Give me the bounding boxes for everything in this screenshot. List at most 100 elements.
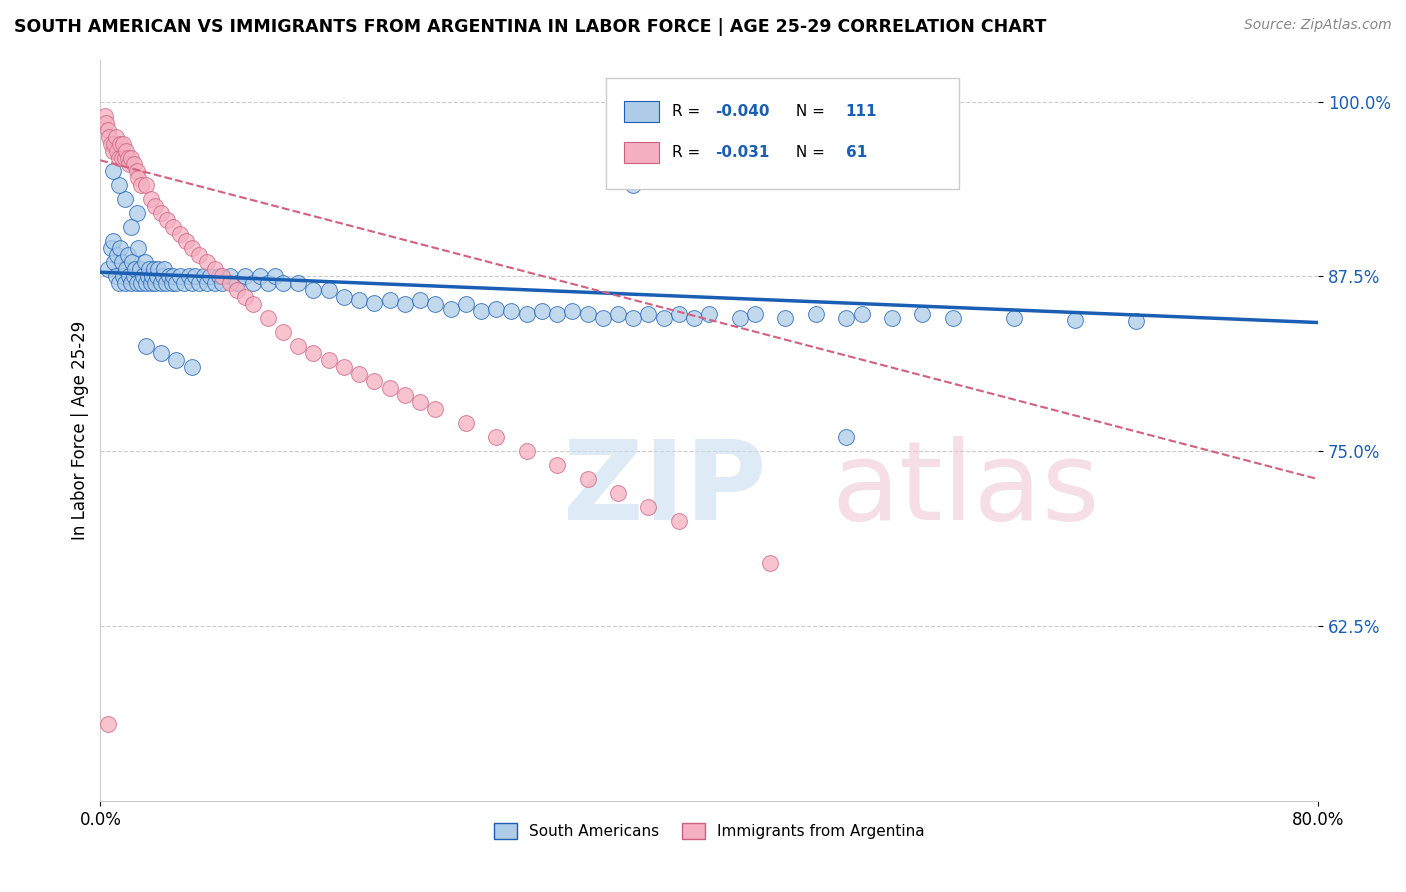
Point	[318, 353, 340, 368]
Point	[256, 277, 278, 291]
Point	[125, 277, 148, 291]
Point	[120, 151, 142, 165]
Point	[174, 235, 197, 249]
Text: 111: 111	[846, 104, 877, 119]
Point	[835, 311, 858, 326]
Point	[142, 262, 165, 277]
Point	[485, 430, 508, 444]
Point	[318, 284, 340, 298]
Point	[173, 277, 195, 291]
Point	[101, 235, 124, 249]
Point	[143, 199, 166, 213]
Point	[942, 311, 965, 326]
FancyBboxPatch shape	[624, 101, 659, 122]
Point	[138, 262, 160, 277]
Text: R =: R =	[672, 145, 704, 160]
Point	[516, 307, 538, 321]
Point	[104, 129, 127, 144]
Point	[162, 269, 184, 284]
Point	[211, 277, 233, 291]
Point	[115, 262, 138, 277]
Point	[103, 136, 125, 151]
Point	[668, 514, 690, 528]
Point	[111, 255, 134, 269]
Point	[378, 381, 401, 395]
Point	[485, 301, 508, 316]
Point	[153, 262, 176, 277]
Point	[132, 269, 155, 284]
Point	[108, 136, 131, 151]
Point	[169, 227, 191, 242]
Point	[135, 339, 157, 353]
Point	[139, 277, 162, 291]
Point	[114, 193, 136, 207]
Point	[607, 307, 630, 321]
Text: -0.040: -0.040	[716, 104, 770, 119]
Point	[911, 307, 934, 321]
Point	[150, 277, 173, 291]
Point	[97, 122, 120, 136]
Point	[880, 311, 903, 326]
Text: atlas: atlas	[831, 436, 1099, 543]
Point	[530, 304, 553, 318]
Point	[148, 262, 170, 277]
Point	[652, 311, 675, 326]
Point	[162, 220, 184, 235]
Point	[115, 144, 138, 158]
Point	[101, 164, 124, 178]
Point	[394, 388, 416, 402]
Text: N =: N =	[792, 104, 830, 119]
Point	[683, 311, 706, 326]
Point	[211, 269, 233, 284]
Point	[118, 269, 141, 284]
Point	[204, 277, 226, 291]
Point	[180, 241, 202, 255]
Point	[851, 307, 873, 321]
Point	[204, 262, 226, 277]
Point	[145, 269, 167, 284]
Text: 61: 61	[846, 145, 868, 160]
Point	[103, 255, 125, 269]
Point	[177, 269, 200, 284]
Point	[152, 269, 174, 284]
Point	[242, 297, 264, 311]
Point	[125, 206, 148, 220]
Text: ZIP: ZIP	[564, 436, 766, 543]
Point	[100, 136, 122, 151]
Point	[111, 151, 134, 165]
Point	[134, 255, 156, 269]
Text: R =: R =	[672, 104, 704, 119]
Point	[607, 486, 630, 500]
Point	[744, 307, 766, 321]
Point	[546, 458, 568, 473]
Point	[302, 346, 325, 360]
Point	[347, 368, 370, 382]
Point	[155, 277, 177, 291]
Point	[184, 269, 207, 284]
Point	[668, 307, 690, 321]
Point	[166, 277, 188, 291]
Point	[242, 277, 264, 291]
Point	[100, 241, 122, 255]
Point	[105, 248, 128, 262]
Y-axis label: In Labor Force | Age 25-29: In Labor Force | Age 25-29	[72, 320, 89, 540]
Point	[561, 304, 583, 318]
Point	[697, 307, 720, 321]
Point	[302, 284, 325, 298]
Point	[96, 115, 118, 129]
Point	[188, 248, 211, 262]
Point	[114, 151, 136, 165]
Point	[249, 269, 271, 284]
Point	[135, 178, 157, 193]
Point	[516, 444, 538, 458]
Point	[218, 277, 240, 291]
Point	[180, 277, 202, 291]
Point	[439, 301, 461, 316]
Point	[576, 472, 599, 486]
Point	[141, 269, 163, 284]
Point	[264, 269, 287, 284]
Point	[120, 220, 142, 235]
Point	[127, 171, 149, 186]
Point	[425, 297, 447, 311]
Point	[98, 129, 121, 144]
